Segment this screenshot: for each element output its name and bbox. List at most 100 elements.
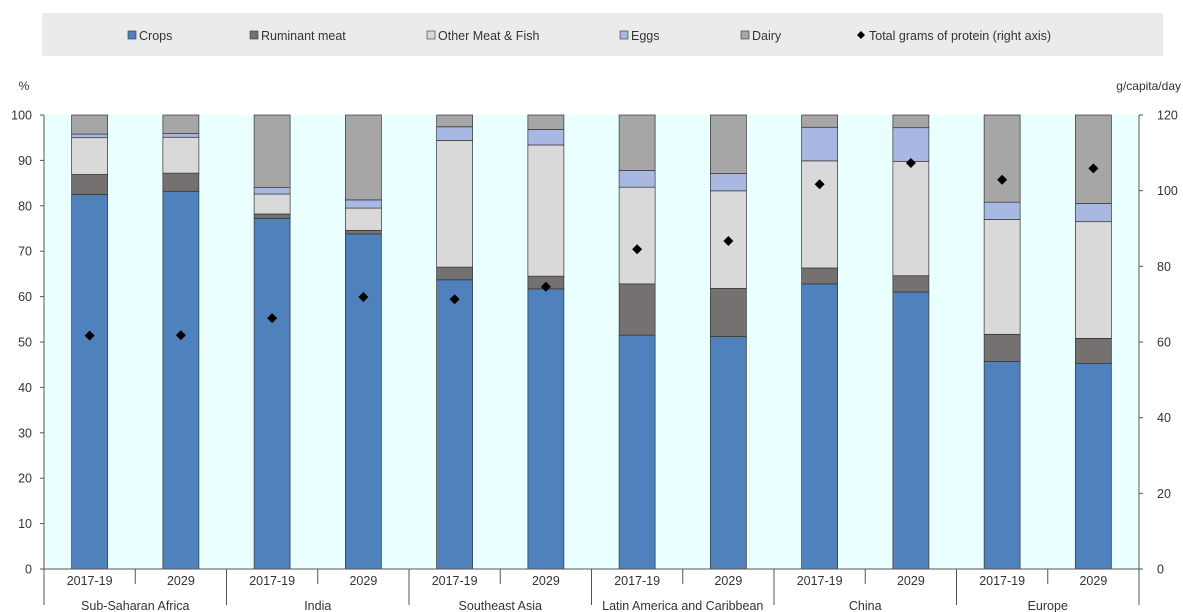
- left-tick-label: 90: [18, 154, 32, 168]
- right-tick-label: 20: [1157, 487, 1171, 501]
- left-tick-label: 20: [18, 472, 32, 486]
- bar-segment-ruminant-meat: [983, 333, 1021, 362]
- bar-segment-dairy: [436, 114, 473, 128]
- bar-segment-dairy: [1075, 114, 1112, 204]
- protein-total-marker: [905, 158, 916, 169]
- bar-segment-crops: [1075, 362, 1112, 570]
- bar-segment-other-meat-fish: [436, 140, 473, 268]
- bar-segment-dairy: [345, 114, 382, 201]
- protein-total-marker: [997, 174, 1008, 185]
- bar-segment-other-meat-fish: [892, 160, 930, 277]
- bar-segment-other-meat-fish: [527, 144, 565, 277]
- period-label: 2017-19: [979, 574, 1025, 588]
- right-tick-label: 0: [1157, 563, 1164, 577]
- period-label: 2029: [714, 574, 742, 588]
- period-label: 2029: [897, 574, 925, 588]
- legend-label: Dairy: [752, 29, 782, 43]
- period-label: 2017-19: [614, 574, 660, 588]
- legend: Crops Ruminant meat Other Meat & Fish Eggs D…: [127, 29, 1051, 43]
- bar-segment-ruminant-meat: [618, 283, 656, 336]
- protein-total-marker: [1088, 163, 1099, 174]
- right-tick-label: 100: [1157, 184, 1178, 198]
- group-label: Europe: [1028, 599, 1068, 612]
- bar-segment-crops: [983, 361, 1021, 570]
- group-label: India: [304, 599, 331, 612]
- bar-segment-crops: [345, 233, 382, 570]
- left-tick-label: 50: [18, 336, 32, 350]
- bar-segment-crops: [71, 194, 108, 570]
- period-label: 2017-19: [432, 574, 478, 588]
- bar-segment-crops: [253, 218, 291, 570]
- bar-segment-crops: [436, 279, 473, 570]
- bar-segment-ruminant-meat: [71, 174, 108, 195]
- protein-total-marker: [449, 294, 460, 305]
- legend-label: Ruminant meat: [261, 29, 346, 43]
- group-label: Southeast Asia: [459, 599, 542, 612]
- period-label: 2017-19: [249, 574, 295, 588]
- bar-segment-dairy: [801, 114, 838, 128]
- bar-segment-dairy: [892, 114, 930, 129]
- period-label: 2029: [167, 574, 195, 588]
- plot-area: [44, 115, 1139, 569]
- bar-segment-other-meat-fish: [345, 207, 382, 231]
- group-label: China: [849, 599, 882, 612]
- bar-segment-dairy: [253, 114, 291, 188]
- protein-total-marker: [814, 179, 825, 190]
- protein-total-marker: [540, 281, 551, 292]
- bar-segment-other-meat-fish: [162, 136, 200, 174]
- period-label: 2017-19: [67, 574, 113, 588]
- left-tick-label: 70: [18, 245, 32, 259]
- left-tick-label: 10: [18, 517, 32, 531]
- bar-segment-dairy: [983, 114, 1021, 203]
- bar-segment-eggs: [618, 170, 656, 188]
- period-label: 2029: [349, 574, 377, 588]
- bar-segment-crops: [162, 190, 200, 570]
- bar-segment-other-meat-fish: [1075, 221, 1112, 339]
- bar-segment-ruminant-meat: [436, 266, 473, 281]
- legend-swatch: [127, 30, 137, 40]
- legend-label: Total grams of protein (right axis): [869, 29, 1051, 43]
- right-tick-label: 80: [1157, 260, 1171, 274]
- legend-label: Other Meat & Fish: [438, 29, 539, 43]
- bar-segment-eggs: [892, 127, 930, 162]
- bar-segment-other-meat-fish: [71, 137, 108, 175]
- left-axis-unit: %: [19, 79, 30, 93]
- left-tick-label: 40: [18, 381, 32, 395]
- bar-segment-crops: [527, 288, 565, 570]
- bar-segment-eggs: [436, 126, 473, 141]
- period-label: 2029: [532, 574, 560, 588]
- left-tick-label: 60: [18, 290, 32, 304]
- left-tick-label: 0: [25, 563, 32, 577]
- axes-layer: 0 10 20 30 40 50 60 70 80 90 100 0 20 40 60 80 100 120 201…: [11, 109, 1178, 612]
- bar-segment-other-meat-fish: [618, 186, 656, 285]
- left-tick-label: 80: [18, 199, 32, 213]
- protein-total-marker: [358, 291, 369, 302]
- bar-segment-other-meat-fish: [253, 193, 291, 215]
- bar-segment-eggs: [983, 201, 1021, 220]
- protein-total-marker: [84, 330, 95, 341]
- right-tick-label: 60: [1157, 336, 1171, 350]
- right-axis-unit: g/capita/day: [1116, 79, 1181, 93]
- bar-segment-crops: [801, 283, 838, 570]
- bar-segment-dairy: [618, 114, 656, 171]
- left-tick-label: 30: [18, 426, 32, 440]
- bar-segment-crops: [618, 334, 656, 570]
- bar-segment-dairy: [162, 114, 200, 134]
- bar-segment-eggs: [345, 199, 382, 209]
- bar-segment-ruminant-meat: [801, 267, 838, 285]
- legend-box: [42, 13, 1163, 56]
- bar-segment-ruminant-meat: [253, 213, 291, 219]
- bar-segment-ruminant-meat: [345, 229, 382, 235]
- bar-segment-ruminant-meat: [892, 275, 930, 293]
- bar-segment-dairy: [71, 114, 108, 135]
- bar-segment-dairy: [710, 114, 747, 174]
- period-label: 2029: [1079, 574, 1107, 588]
- right-tick-label: 40: [1157, 411, 1171, 425]
- bar-segment-eggs: [162, 133, 200, 138]
- bar-segment-crops: [892, 291, 930, 570]
- protein-total-marker: [267, 313, 278, 324]
- left-tick-label: 100: [11, 109, 32, 123]
- legend-swatch: [426, 30, 436, 40]
- bar-segment-crops: [710, 336, 747, 570]
